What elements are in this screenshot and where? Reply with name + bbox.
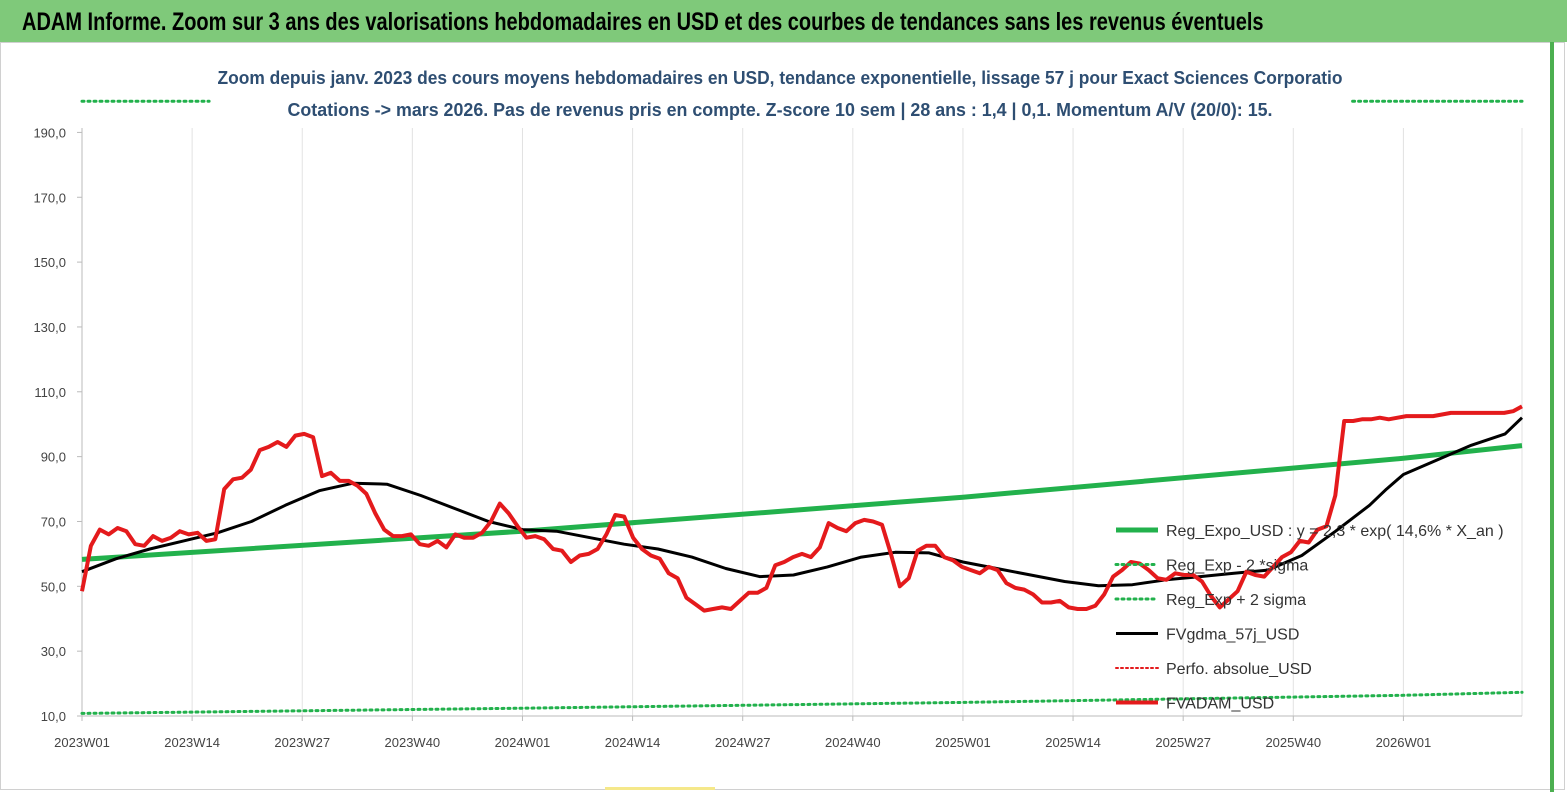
x-tick-label: 2025W14 <box>1045 735 1101 750</box>
chart-subtitle-line1: Zoom depuis janv. 2023 des cours moyens … <box>218 68 1343 88</box>
axis-layer: 10,0 30,0 50,0 70,0 90,0 110,0 130,0 150,0 170,0… <box>33 125 1522 750</box>
legend-label-fvadam: FVADAM_USD <box>1166 696 1274 713</box>
grid-layer <box>81 128 1523 716</box>
legend-label-reg_expo: Reg_Expo_USD : y = 2,3 * exp( 14,6% * X_… <box>1166 523 1504 540</box>
x-tick-label: 2023W01 <box>54 735 110 750</box>
x-tick-label: 2024W14 <box>605 735 661 750</box>
legend-label-reg_minus: Reg_Exp - 2 *sigma <box>1166 558 1308 575</box>
series-line-fvgdma <box>81 416 1524 588</box>
y-tick-label: 110,0 <box>34 385 66 400</box>
x-tick-label: 2025W01 <box>935 735 991 750</box>
x-tick-label: 2023W14 <box>164 735 220 750</box>
y-tick-label: 70,0 <box>41 514 66 529</box>
x-tick-label: 2024W01 <box>495 735 551 750</box>
chart-subtitle-line2: Cotations -> mars 2026. Pas de revenus p… <box>288 100 1273 120</box>
x-tick-label: 2026W01 <box>1376 735 1432 750</box>
y-tick-label: 30,0 <box>41 644 66 659</box>
right-accent-bar <box>1550 42 1554 792</box>
y-tick-label: 10,0 <box>41 709 66 724</box>
series-layer <box>80 99 1524 715</box>
legend-label-perfo: Perfo. absolue_USD <box>1166 661 1312 678</box>
y-tick-label: 150,0 <box>33 255 66 270</box>
series-line-reg_expo <box>81 443 1523 562</box>
legend: Reg_Expo_USD : y = 2,3 * exp( 14,6% * X_… <box>1114 523 1504 713</box>
x-tick-label: 2025W40 <box>1265 735 1321 750</box>
y-tick-label: 130,0 <box>33 320 66 335</box>
series-line-fvadam <box>80 404 1523 613</box>
report-title: ADAM Informe. Zoom sur 3 ans des valoris… <box>22 8 1264 36</box>
y-tick-label: 170,0 <box>33 190 66 205</box>
y-tick-label: 190,0 <box>33 125 66 140</box>
report-header: ADAM Informe. Zoom sur 3 ans des valoris… <box>0 0 1567 42</box>
x-tick-label: 2023W27 <box>274 735 330 750</box>
chart-frame <box>0 42 1565 790</box>
legend-label-reg_plus: Reg_Exp + 2 sigma <box>1166 592 1306 609</box>
x-tick-label: 2024W40 <box>825 735 881 750</box>
x-tick-label: 2023W40 <box>385 735 441 750</box>
x-tick-label: 2024W27 <box>715 735 771 750</box>
y-tick-label: 50,0 <box>41 579 66 594</box>
x-tick-label: 2025W27 <box>1155 735 1211 750</box>
legend-label-fvgdma: FVgdma_57j_USD <box>1166 627 1299 644</box>
bottom-accent-mark <box>605 787 715 790</box>
y-tick-label: 90,0 <box>41 450 66 465</box>
series-line-reg_minus <box>80 690 1524 715</box>
